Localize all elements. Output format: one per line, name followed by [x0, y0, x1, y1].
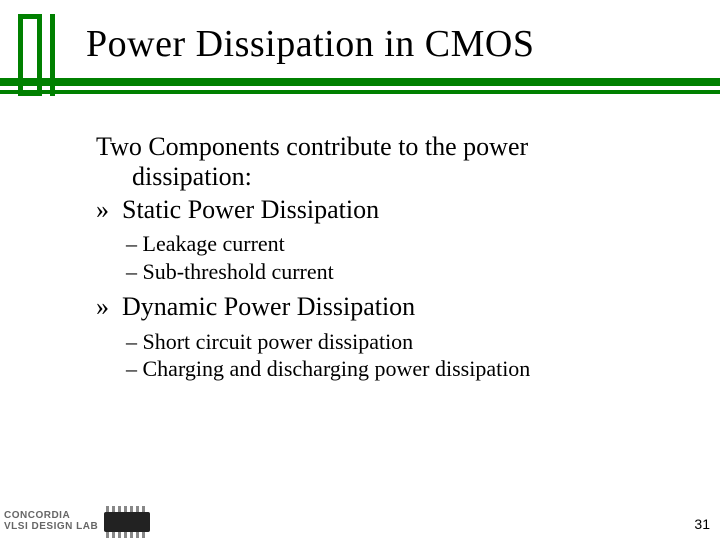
- title-underline-thick: [0, 78, 720, 86]
- slide-body: Two Components contribute to the power d…: [96, 132, 680, 383]
- bullet-dynamic-sub: – Short circuit power dissipation – Char…: [96, 328, 680, 383]
- sub-bullet: – Sub-threshold current: [126, 258, 680, 286]
- chip-icon: [104, 512, 150, 532]
- bullet-marker: »: [96, 194, 122, 227]
- sub-bullet: – Short circuit power dissipation: [126, 328, 680, 356]
- bullet-text: Static Power Dissipation: [122, 195, 379, 224]
- footer-logo: CONCORDIA VLSI DESIGN LAB: [4, 511, 150, 532]
- intro-line-1: Two Components contribute to the power: [96, 132, 680, 162]
- title-underline-thin: [0, 90, 720, 94]
- intro-line-2: dissipation:: [96, 162, 680, 192]
- bullet-marker: »: [96, 291, 122, 324]
- bullet-text: Dynamic Power Dissipation: [122, 292, 415, 321]
- footer-logo-line2: VLSI DESIGN LAB: [4, 522, 98, 533]
- sub-bullet: – Charging and discharging power dissipa…: [126, 355, 680, 383]
- bullet-dynamic: »Dynamic Power Dissipation: [96, 291, 680, 324]
- footer-logo-line1: CONCORDIA: [4, 511, 98, 522]
- sub-bullet: – Leakage current: [126, 230, 680, 258]
- bullet-static: »Static Power Dissipation: [96, 194, 680, 227]
- slide-title: Power Dissipation in CMOS: [86, 22, 534, 66]
- page-number: 31: [694, 516, 710, 532]
- footer-logo-text: CONCORDIA VLSI DESIGN LAB: [4, 511, 98, 532]
- bullet-static-sub: – Leakage current – Sub-threshold curren…: [96, 230, 680, 285]
